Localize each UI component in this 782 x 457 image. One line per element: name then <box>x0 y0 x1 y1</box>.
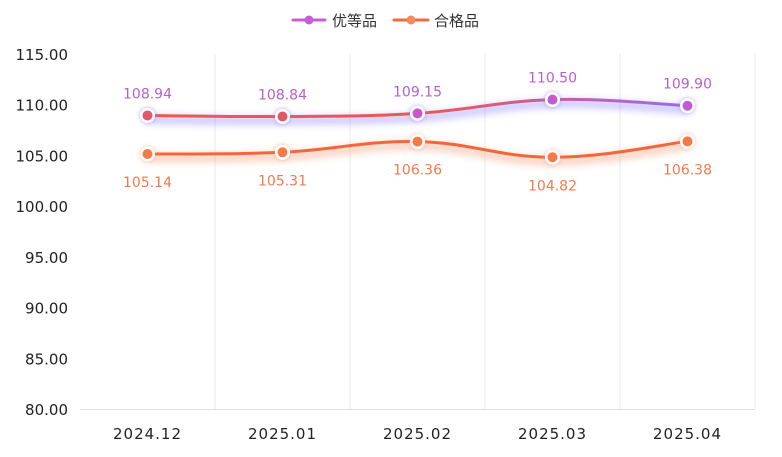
legend-label-qualified: 合格品 <box>434 12 479 30</box>
y-tick-label: 100.00 <box>16 198 69 216</box>
legend-marker-premium <box>304 15 314 25</box>
x-tick-label: 2025.02 <box>383 425 452 443</box>
marker-dot <box>277 111 288 122</box>
data-label-premium: 109.15 <box>393 84 442 100</box>
legend-item-premium[interactable]: 优等品 <box>291 12 377 30</box>
data-label-premium: 108.84 <box>258 87 307 103</box>
data-label-qualified: 105.14 <box>123 175 172 191</box>
y-tick-label: 105.00 <box>16 147 69 165</box>
data-labels: 108.94 108.84 109.15 110.50 109.90 105.14 105.… <box>123 71 712 195</box>
marker-dot <box>547 94 558 105</box>
marker-dot <box>682 100 693 111</box>
data-label-qualified: 104.82 <box>528 178 577 194</box>
legend-item-qualified[interactable]: 合格品 <box>392 12 479 30</box>
x-tick-label: 2025.01 <box>248 425 317 443</box>
y-tick-label: 80.00 <box>25 401 68 419</box>
data-point-premium[interactable] <box>410 105 425 121</box>
y-tick-label: 95.00 <box>25 249 68 267</box>
y-tick-label: 110.00 <box>16 97 69 115</box>
data-point-premium[interactable] <box>545 92 560 108</box>
data-point-qualified[interactable] <box>275 144 290 160</box>
data-label-qualified: 106.38 <box>663 162 712 178</box>
data-point-qualified[interactable] <box>140 146 155 162</box>
legend: 优等品 合格品 <box>291 12 479 30</box>
x-axis: 2024.12 2025.01 2025.02 2025.03 2025.04 <box>113 425 722 443</box>
data-point-qualified[interactable] <box>545 149 560 165</box>
x-tick-label: 2024.12 <box>113 425 182 443</box>
marker-dot <box>277 147 288 158</box>
data-markers <box>140 92 695 165</box>
data-label-qualified: 106.36 <box>393 163 442 179</box>
y-tick-label: 115.00 <box>16 46 69 64</box>
legend-marker-qualified <box>406 15 416 25</box>
data-point-premium[interactable] <box>140 107 155 123</box>
data-label-premium: 109.90 <box>663 77 712 93</box>
x-tick-label: 2025.04 <box>653 425 722 443</box>
data-label-qualified: 105.31 <box>258 173 307 189</box>
y-tick-label: 90.00 <box>25 300 68 318</box>
y-tick-label: 85.00 <box>25 350 68 368</box>
x-tick-label: 2025.03 <box>518 425 587 443</box>
data-label-premium: 108.94 <box>123 86 172 102</box>
marker-dot <box>142 110 153 121</box>
data-label-premium: 110.50 <box>528 71 577 87</box>
marker-dot <box>547 152 558 163</box>
data-point-qualified[interactable] <box>410 134 425 150</box>
marker-dot <box>142 149 153 160</box>
marker-dot <box>412 108 423 119</box>
legend-label-premium: 优等品 <box>332 12 377 30</box>
data-point-qualified[interactable] <box>680 133 695 149</box>
marker-dot <box>412 136 423 147</box>
data-point-premium[interactable] <box>275 108 290 124</box>
marker-dot <box>682 136 693 147</box>
data-point-premium[interactable] <box>680 98 695 114</box>
y-axis: 115.00 110.00 105.00 100.00 95.00 90.00 85.00 8… <box>16 46 69 419</box>
